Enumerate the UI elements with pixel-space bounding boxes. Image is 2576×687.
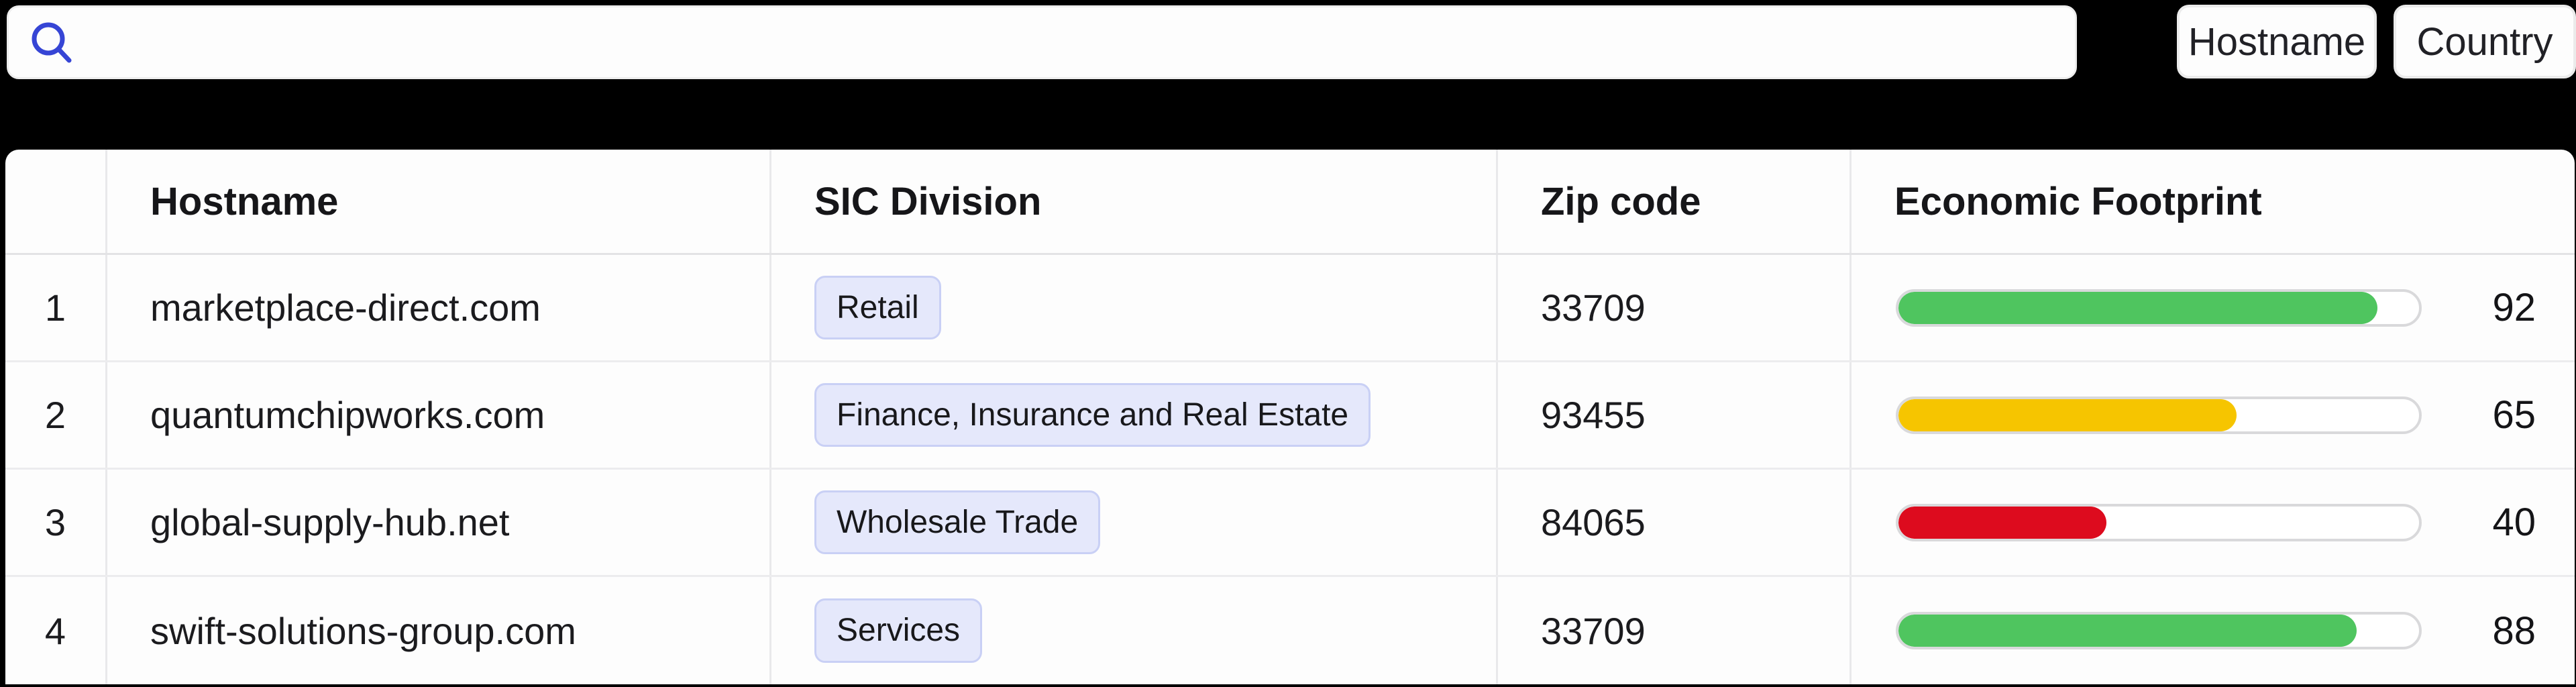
footprint-value: 40 [2492,500,2536,544]
table-row[interactable]: 1 marketplace-direct.com Retail 33709 92 [5,255,2575,362]
footprint-value: 65 [2492,393,2536,437]
sic-division-cell: Services [771,577,1498,684]
hostname-cell: quantumchipworks.com [107,362,771,468]
footprint-value: 88 [2492,609,2536,653]
footprint-bar-track [1896,612,2422,649]
footprint-bar-fill [1898,291,2377,324]
table-header-row: Hostname SIC Division Zip code Economic … [5,150,2575,255]
country-filter-button[interactable]: Country [2394,5,2576,78]
zip-cell: 84065 [1498,470,1851,575]
sic-division-chip: Services [814,598,983,663]
sic-division-chip: Finance, Insurance and Real Estate [814,382,1371,447]
footprint-bar-track [1896,288,2422,327]
footprint-cell: 40 [1851,470,2575,575]
footprint-bar-track [1896,503,2422,541]
sic-division-cell: Wholesale Trade [771,470,1498,575]
search-input[interactable] [74,7,2055,77]
footprint-cell: 88 [1851,577,2575,684]
sic-division-cell: Retail [771,255,1498,360]
header-cell-zip: Zip code [1498,150,1851,253]
header-cell-index [5,150,107,253]
footprint-cell: 92 [1851,255,2575,360]
sic-division-chip: Wholesale Trade [814,490,1101,555]
data-table: Hostname SIC Division Zip code Economic … [5,150,2575,684]
hostname-filter-button[interactable]: Hostname [2177,5,2377,78]
table-row[interactable]: 3 global-supply-hub.net Wholesale Trade … [5,470,2575,577]
row-index: 1 [5,255,107,360]
footprint-bar-fill [1898,506,2107,539]
row-index: 3 [5,470,107,575]
header-cell-hostname: Hostname [107,150,771,253]
hostname-cell: marketplace-direct.com [107,255,771,360]
hostname-cell: swift-solutions-group.com [107,577,771,684]
footprint-bar-fill [1898,615,2357,647]
footprint-value: 92 [2492,286,2536,329]
hostname-cell: global-supply-hub.net [107,470,771,575]
header-cell-footprint: Economic Footprint [1894,179,2262,223]
row-index: 2 [5,362,107,468]
search-bar [7,5,2077,79]
table-row[interactable]: 2 quantumchipworks.com Finance, Insuranc… [5,362,2575,470]
sic-division-cell: Finance, Insurance and Real Estate [771,362,1498,468]
zip-cell: 93455 [1498,362,1851,468]
search-icon [32,22,72,63]
footprint-bar-track [1896,396,2422,434]
zip-cell: 33709 [1498,255,1851,360]
zip-cell: 33709 [1498,577,1851,684]
table-row[interactable]: 4 swift-solutions-group.com Services 337… [5,577,2575,684]
footprint-bar-fill [1898,399,2237,431]
header-cell-sic-division: SIC Division [771,150,1498,253]
row-index: 4 [5,577,107,684]
footprint-cell: 65 [1851,362,2575,468]
sic-division-chip: Retail [814,275,941,340]
